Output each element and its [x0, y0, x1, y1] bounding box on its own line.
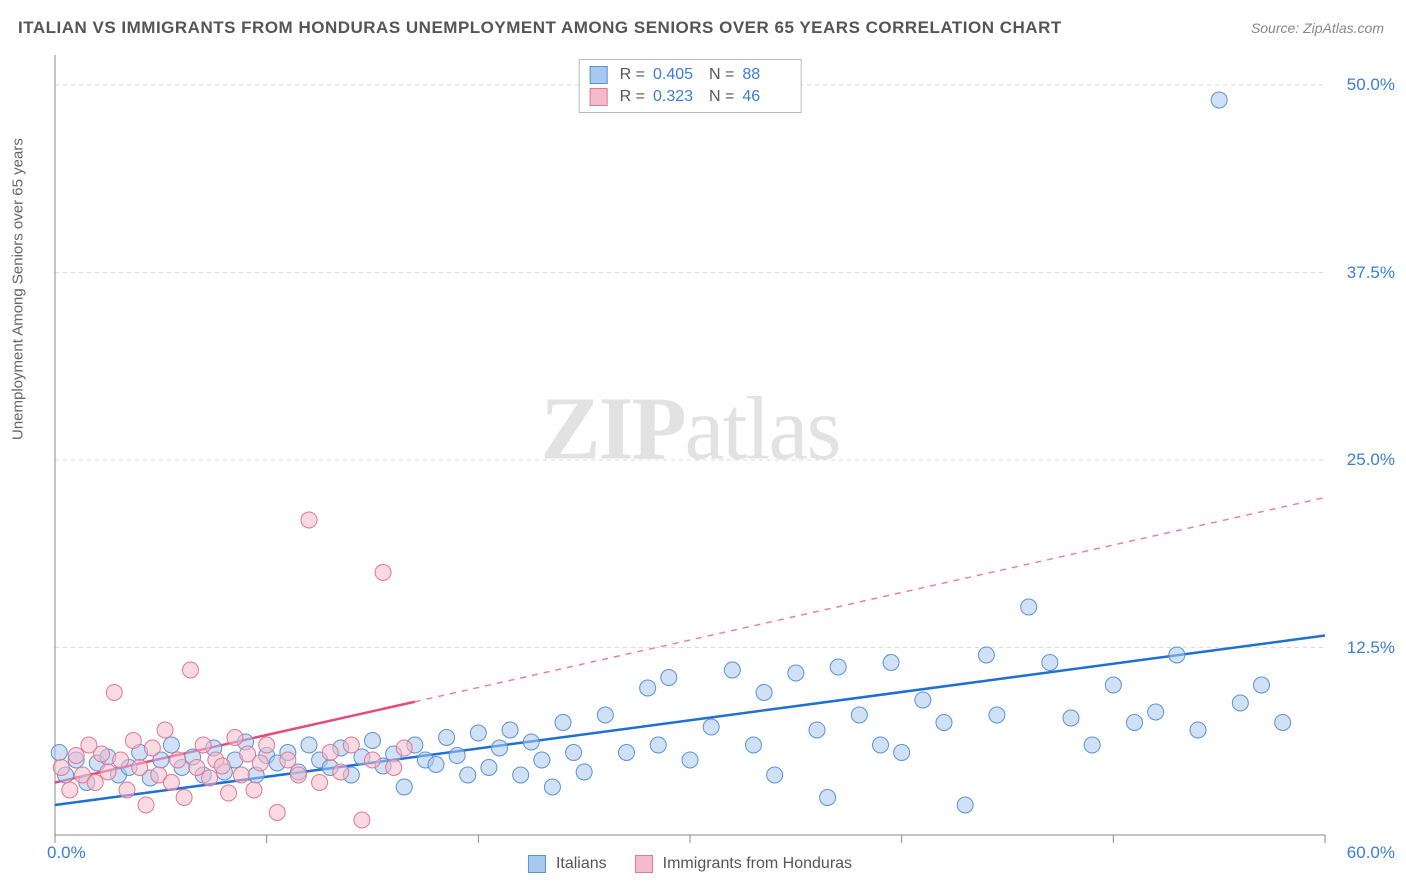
- chart-svg: [55, 55, 1325, 835]
- ytick-label: 50.0%: [1347, 75, 1395, 95]
- legend-correlation-box: R = 0.405 N = 88 R = 0.323 N = 46: [579, 59, 802, 113]
- legend-label-honduras: Immigrants from Honduras: [663, 855, 852, 873]
- source-label: Source: ZipAtlas.com: [1251, 20, 1384, 36]
- r-value-honduras: 0.323: [653, 86, 701, 108]
- ytick-label: 12.5%: [1347, 638, 1395, 658]
- swatch-honduras: [590, 88, 608, 106]
- ytick-label: 37.5%: [1347, 263, 1395, 283]
- chart-title: ITALIAN VS IMMIGRANTS FROM HONDURAS UNEM…: [18, 18, 1062, 38]
- plot-area: ZIPatlas R = 0.405 N = 88 R = 0.323 N = …: [55, 55, 1325, 835]
- n-value-honduras: 46: [742, 86, 790, 108]
- n-label: N =: [709, 64, 734, 86]
- legend-item-italians: Italians: [528, 855, 607, 873]
- xmax-label: 60.0%: [1347, 843, 1395, 863]
- n-label: N =: [709, 86, 734, 108]
- y-axis-label: Unemployment Among Seniors over 65 years: [10, 138, 27, 440]
- swatch-italians-icon: [528, 855, 546, 873]
- r-label: R =: [620, 64, 645, 86]
- swatch-italians: [590, 66, 608, 84]
- legend-label-italians: Italians: [556, 855, 607, 873]
- origin-x-label: 0.0%: [47, 843, 86, 863]
- r-label: R =: [620, 86, 645, 108]
- r-value-italians: 0.405: [653, 64, 701, 86]
- legend-row-honduras: R = 0.323 N = 46: [590, 86, 791, 108]
- legend-series: Italians Immigrants from Honduras: [528, 855, 852, 873]
- legend-row-italians: R = 0.405 N = 88: [590, 64, 791, 86]
- n-value-italians: 88: [742, 64, 790, 86]
- ytick-label: 25.0%: [1347, 450, 1395, 470]
- legend-item-honduras: Immigrants from Honduras: [635, 855, 852, 873]
- swatch-honduras-icon: [635, 855, 653, 873]
